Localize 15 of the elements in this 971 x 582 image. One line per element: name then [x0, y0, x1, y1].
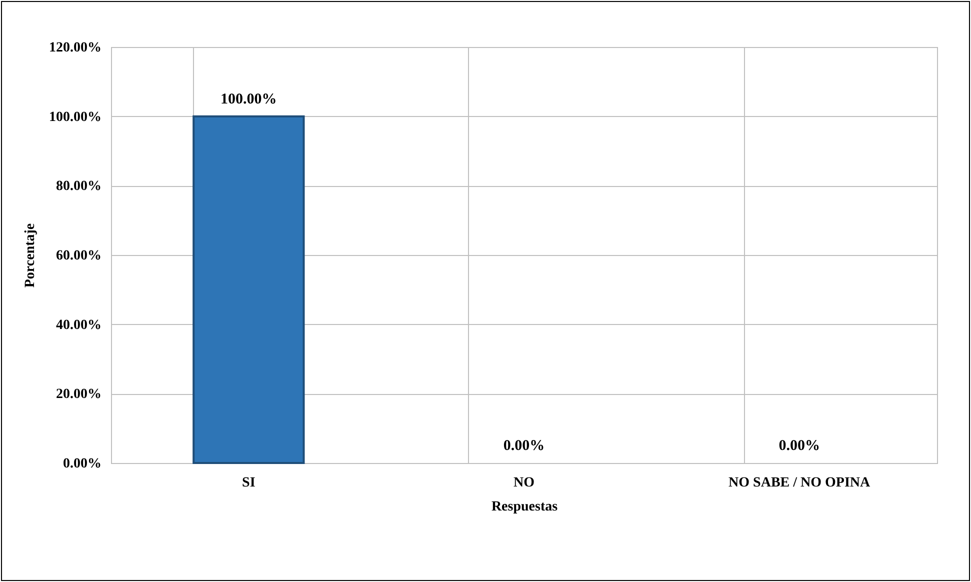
y-tick-label: 60.00% — [56, 248, 102, 264]
y-tick-label: 20.00% — [56, 387, 102, 402]
y-tick-label: 40.00% — [56, 318, 102, 333]
x-axis-title: Respuestas — [491, 500, 558, 514]
y-tick-label: 80.00% — [56, 179, 102, 194]
x-tick-label: NO — [514, 476, 535, 490]
y-axis-title: Porcentaje — [23, 223, 38, 288]
data-label: 100.00% — [220, 91, 277, 108]
y-tick-label: 0.00% — [63, 456, 102, 472]
data-label: 0.00% — [503, 438, 545, 454]
x-tick-label: SI — [242, 476, 256, 490]
y-tick-label: 120.00% — [49, 40, 102, 56]
data-label: 0.00% — [778, 438, 820, 454]
y-tick-label: 100.00% — [49, 110, 102, 125]
x-tick-label: NO SABE / NO OPINA — [728, 476, 872, 490]
